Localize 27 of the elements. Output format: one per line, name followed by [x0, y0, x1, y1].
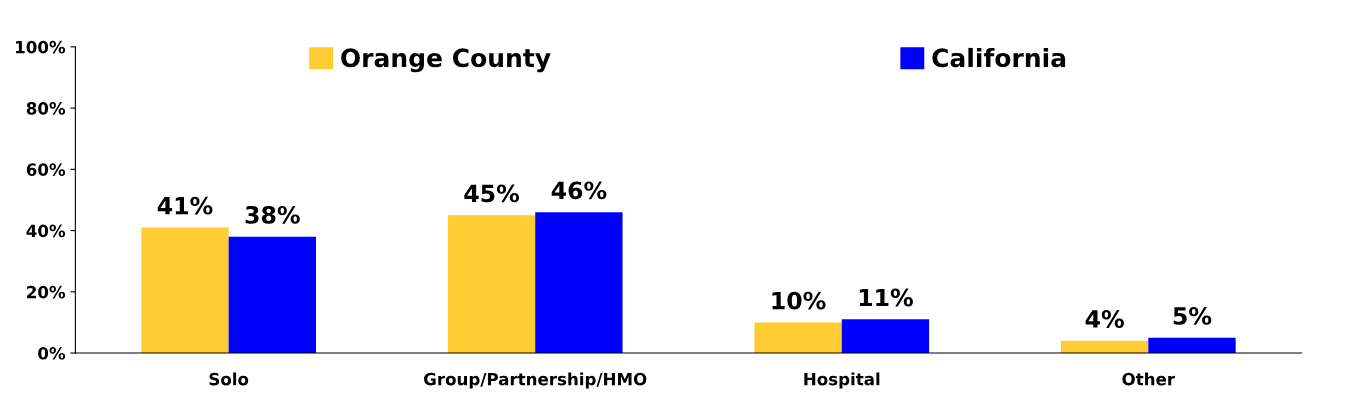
bar — [754, 322, 842, 354]
x-tick-label: Solo — [209, 372, 249, 386]
x-tick-label: Other — [1122, 372, 1176, 386]
data-label: 11% — [859, 288, 913, 307]
legend-label: Orange County — [341, 48, 551, 73]
data-label: 5% — [1173, 306, 1212, 325]
y-tick-label: 40% — [26, 224, 66, 238]
x-tick-label: Hospital — [804, 372, 880, 389]
legend-label: California — [932, 47, 1066, 68]
y-tick-label: 60% — [26, 163, 66, 176]
bar — [447, 215, 536, 354]
bar — [841, 319, 930, 354]
data-label: 4% — [1085, 310, 1124, 328]
bar — [535, 212, 623, 354]
data-label: 41% — [157, 196, 213, 215]
data-label: 46% — [551, 181, 607, 200]
y-tick-label: 80% — [26, 102, 66, 115]
data-label: 45% — [464, 184, 520, 203]
data-label: 38% — [245, 205, 300, 224]
y-tick-label: 100% — [16, 40, 66, 54]
bar — [1148, 337, 1236, 354]
x-tick-label: Group/Partnership/HMO — [424, 372, 647, 389]
data-label: 10% — [772, 291, 826, 310]
y-tick-label: 0% — [38, 347, 66, 360]
bar — [141, 227, 229, 354]
bar — [228, 236, 317, 354]
y-tick-label: 20% — [27, 285, 66, 299]
